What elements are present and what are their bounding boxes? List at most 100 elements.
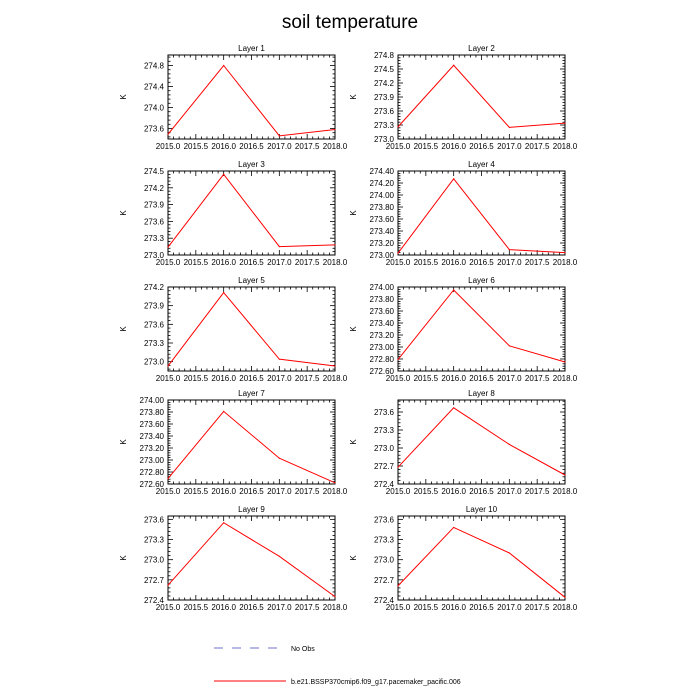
series-line (397, 289, 566, 363)
x-tick-label: 2017.0 (267, 258, 292, 267)
y-tick-label: 273.60 (140, 420, 165, 429)
x-tick-label: 2015.5 (184, 142, 209, 151)
plot-frame (167, 515, 336, 601)
panel-title: Layer 7 (238, 389, 265, 398)
data-point (453, 289, 455, 291)
x-tick-label: 2015.0 (156, 603, 181, 612)
y-tick-label: 273.00 (370, 251, 395, 260)
x-tick-label: 2018.0 (323, 258, 348, 267)
x-tick-label: 2016.0 (441, 487, 466, 496)
y-tick-label: 273.80 (370, 295, 395, 304)
y-tick-label: 274.8 (374, 51, 395, 60)
y-axis-label: K (349, 94, 358, 100)
x-tick-label: 2018.0 (553, 258, 578, 267)
y-tick-label: 272.4 (144, 596, 165, 605)
x-tick-label: 2015.5 (414, 142, 439, 151)
x-tick-label: 2017.0 (497, 487, 522, 496)
y-tick-label: 273.3 (374, 426, 395, 435)
y-axis-label: K (349, 555, 358, 561)
data-point (334, 365, 336, 367)
data-point (334, 482, 336, 484)
data-point (564, 252, 566, 254)
data-point (167, 133, 169, 135)
x-tick-label: 2016.0 (211, 603, 236, 612)
y-tick-label: 273.3 (374, 536, 395, 545)
x-tick-label: 2015.0 (386, 142, 411, 151)
x-tick-label: 2016.5 (469, 374, 494, 383)
x-tick-label: 2016.0 (441, 374, 466, 383)
y-tick-label: 274.00 (370, 283, 395, 292)
x-tick-label: 2015.5 (414, 258, 439, 267)
data-point (278, 135, 280, 137)
y-axis-label: K (119, 210, 128, 216)
y-axis-label: K (349, 439, 358, 445)
x-tick-label: 2016.0 (441, 258, 466, 267)
x-tick-label: 2016.5 (469, 258, 494, 267)
x-tick-label: 2015.5 (184, 603, 209, 612)
y-tick-label: 273.80 (140, 408, 165, 417)
y-tick-label: 273.6 (144, 125, 165, 134)
y-tick-label: 273.3 (144, 234, 165, 243)
y-tick-label: 272.60 (140, 480, 165, 489)
y-tick-label: 273.6 (144, 320, 165, 329)
x-tick-label: 2017.0 (267, 374, 292, 383)
x-tick-label: 2016.0 (211, 487, 236, 496)
data-point (397, 585, 399, 587)
x-tick-label: 2017.0 (267, 603, 292, 612)
data-point (223, 292, 225, 294)
y-tick-label: 273.40 (370, 319, 395, 328)
x-tick-label: 2016.0 (441, 142, 466, 151)
x-tick-label: 2016.0 (211, 374, 236, 383)
x-tick-label: 2017.5 (525, 142, 550, 151)
data-point (334, 596, 336, 598)
x-tick-label: 2018.0 (553, 142, 578, 151)
y-tick-label: 273.0 (144, 358, 165, 367)
plot-frame (397, 399, 566, 485)
y-axis-label: K (119, 94, 128, 100)
x-tick-label: 2015.0 (156, 374, 181, 383)
y-tick-label: 273.40 (370, 227, 395, 236)
x-tick-label: 2017.5 (525, 374, 550, 383)
data-point (508, 345, 510, 347)
y-tick-label: 272.4 (374, 596, 395, 605)
series-line (167, 173, 336, 248)
x-tick-label: 2015.5 (414, 603, 439, 612)
y-tick-label: 274.40 (370, 167, 395, 176)
x-tick-label: 2015.5 (184, 258, 209, 267)
data-point (453, 407, 455, 409)
y-tick-label: 274.4 (144, 83, 165, 92)
panel-title: Layer 10 (466, 505, 498, 514)
x-tick-label: 2015.0 (156, 487, 181, 496)
x-tick-label: 2016.5 (469, 142, 494, 151)
y-tick-label: 273.6 (374, 515, 395, 524)
panel-title: Layer 4 (468, 160, 495, 169)
series-line (167, 291, 336, 367)
plot-frame (397, 515, 566, 601)
y-tick-label: 273.9 (374, 93, 395, 102)
y-tick-label: 272.7 (144, 576, 165, 585)
y-tick-label: 273.80 (370, 203, 395, 212)
x-tick-label: 2016.5 (469, 487, 494, 496)
x-tick-label: 2017.5 (525, 603, 550, 612)
data-point (564, 596, 566, 598)
x-tick-label: 2018.0 (323, 603, 348, 612)
y-tick-label: 273.00 (370, 343, 395, 352)
y-tick-label: 273.20 (370, 239, 395, 248)
series-line (167, 410, 336, 484)
x-tick-label: 2017.5 (295, 142, 320, 151)
data-point (167, 246, 169, 248)
y-tick-label: 274.2 (144, 184, 165, 193)
data-point (453, 178, 455, 180)
data-point (564, 474, 566, 476)
x-tick-label: 2017.5 (525, 258, 550, 267)
panel-title: Layer 6 (468, 276, 495, 285)
y-tick-label: 273.0 (374, 135, 395, 144)
y-tick-label: 273.60 (370, 307, 395, 316)
y-axis-label: K (119, 439, 128, 445)
panel-title: Layer 5 (238, 276, 265, 285)
y-tick-label: 273.20 (370, 331, 395, 340)
y-tick-label: 273.40 (140, 432, 165, 441)
